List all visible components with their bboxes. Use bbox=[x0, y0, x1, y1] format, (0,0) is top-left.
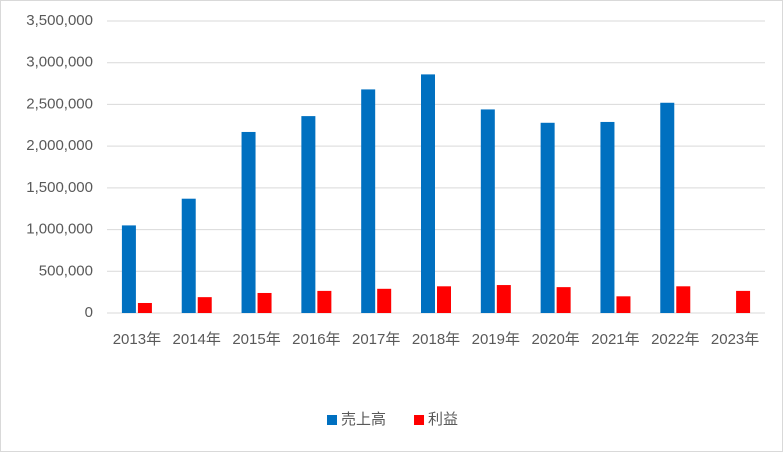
bar bbox=[660, 102, 675, 313]
y-tick-label: 500,000 bbox=[39, 262, 93, 279]
bar bbox=[437, 286, 451, 313]
bar bbox=[121, 225, 136, 313]
bar bbox=[676, 286, 691, 313]
legend-label: 利益 bbox=[428, 411, 458, 428]
y-tick-label: 1,000,000 bbox=[26, 221, 93, 238]
bar bbox=[496, 285, 511, 313]
x-tick-label: 2016年 bbox=[292, 331, 340, 348]
bar bbox=[137, 302, 152, 313]
x-tick-label: 2013年 bbox=[113, 331, 161, 348]
bar bbox=[556, 287, 571, 313]
x-tick-label: 2020年 bbox=[531, 331, 579, 348]
x-tick-label: 2021年 bbox=[591, 331, 639, 348]
x-tick-label: 2022年 bbox=[651, 331, 699, 348]
bar bbox=[480, 109, 495, 313]
bar bbox=[241, 131, 256, 313]
bar bbox=[377, 288, 392, 313]
bar bbox=[736, 290, 751, 313]
bar bbox=[616, 296, 631, 313]
bar bbox=[361, 89, 376, 313]
x-tick-label: 2015年 bbox=[232, 331, 280, 348]
x-tick-label: 2014年 bbox=[173, 331, 221, 348]
bar bbox=[540, 122, 555, 313]
bar bbox=[600, 121, 615, 313]
x-tick-label: 2018年 bbox=[412, 331, 460, 348]
y-tick-label: 3,000,000 bbox=[26, 54, 93, 71]
bar bbox=[181, 198, 196, 313]
y-tick-label: 2,000,000 bbox=[26, 137, 93, 154]
y-tick-label: 2,500,000 bbox=[26, 95, 93, 112]
x-tick-label: 2019年 bbox=[472, 331, 520, 348]
x-tick-label: 2023年 bbox=[711, 331, 759, 348]
bar bbox=[421, 74, 435, 313]
legend-swatch bbox=[327, 415, 337, 425]
legend-swatch bbox=[414, 415, 425, 425]
y-tick-label: 0 bbox=[85, 304, 93, 321]
bar bbox=[301, 116, 316, 313]
x-tick-label: 2017年 bbox=[352, 331, 400, 348]
bar bbox=[197, 297, 212, 313]
legend-label: 売上高 bbox=[341, 411, 386, 428]
y-tick-label: 1,500,000 bbox=[26, 179, 93, 196]
y-tick-label: 3,500,000 bbox=[26, 12, 93, 29]
bar bbox=[257, 292, 272, 313]
bar bbox=[317, 290, 332, 313]
